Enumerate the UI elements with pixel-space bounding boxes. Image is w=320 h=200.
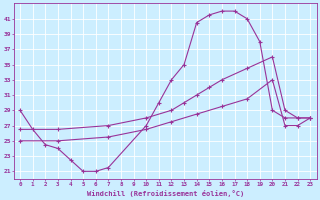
X-axis label: Windchill (Refroidissement éolien,°C): Windchill (Refroidissement éolien,°C) xyxy=(86,190,244,197)
